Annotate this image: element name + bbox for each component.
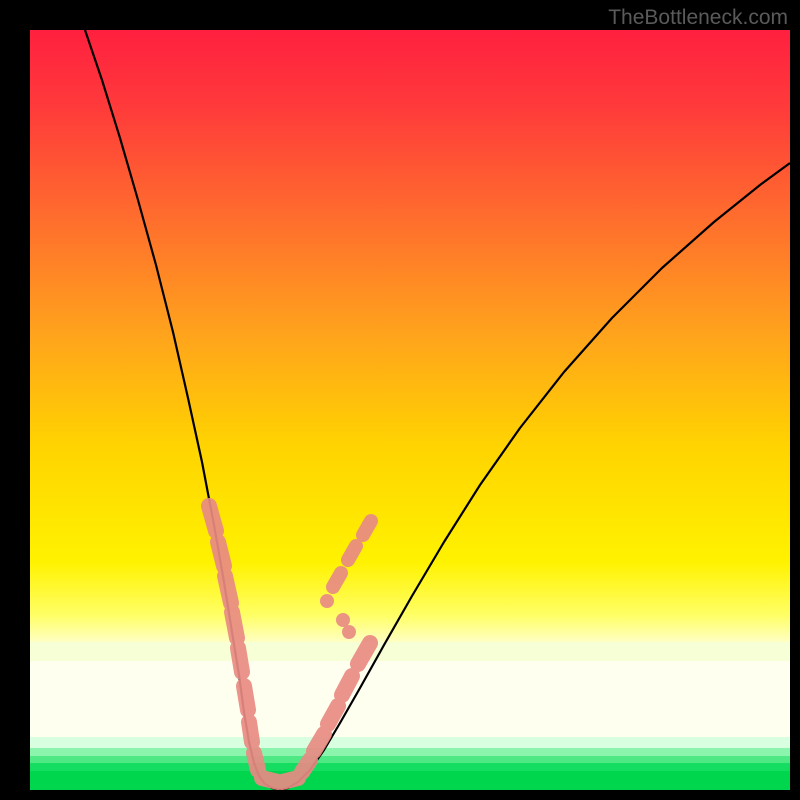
marker-pill <box>244 686 248 710</box>
marker-group <box>209 506 371 782</box>
marker-pill <box>218 542 224 566</box>
marker-dot <box>320 594 334 608</box>
marker-pill <box>358 643 370 664</box>
marker-pill <box>328 706 338 724</box>
marker-dot <box>342 625 356 639</box>
marker-pill <box>254 753 258 770</box>
marker-pill <box>314 734 324 751</box>
marker-pill <box>363 521 371 535</box>
marker-pill <box>209 506 216 531</box>
marker-pill <box>342 676 352 695</box>
marker-pill <box>232 612 237 638</box>
marker-pill <box>225 576 231 603</box>
marker-pill <box>302 760 310 772</box>
marker-pill <box>348 546 356 560</box>
marker-pill <box>249 722 252 742</box>
plot-area <box>30 30 790 790</box>
chart-svg <box>30 30 790 790</box>
curve-left <box>85 30 280 790</box>
marker-pill <box>238 648 242 672</box>
marker-pill <box>333 573 341 587</box>
marker-dot <box>336 613 350 627</box>
watermark-text: TheBottleneck.com <box>608 6 788 30</box>
curve-right <box>280 163 790 790</box>
marker-pill <box>282 778 298 782</box>
chart-root: { "meta": { "watermark_text": "TheBottle… <box>0 0 800 800</box>
